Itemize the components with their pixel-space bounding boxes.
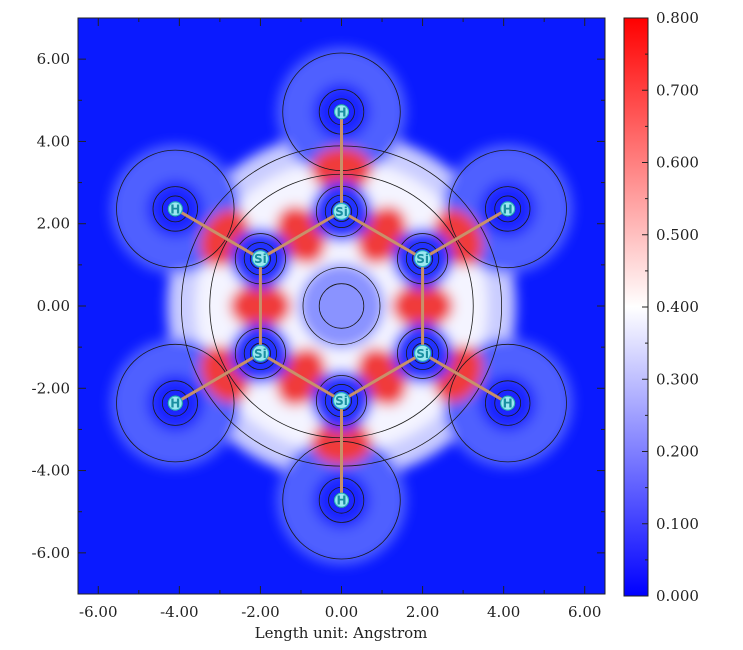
colorbar-tick-label: 0.300: [656, 370, 699, 388]
contour-h: [448, 343, 567, 463]
contour-h: [485, 380, 531, 426]
bond-line: [258, 351, 343, 403]
contour-h: [116, 149, 235, 269]
atom-h: H: [167, 395, 183, 411]
atom-label: H: [336, 105, 346, 119]
contour-h: [152, 186, 198, 232]
bond-line: [421, 351, 510, 405]
atom-si: Si: [332, 202, 351, 220]
contour-h: [161, 195, 189, 223]
y-axis: 6.00 4.00 2.00 0.00 -2.00 -4.00 -6.00: [32, 17, 605, 595]
y-tick-label: 2.00: [37, 215, 70, 233]
colorbar-tick-label: 0.000: [656, 587, 699, 605]
atom-h: H: [167, 201, 183, 217]
field-ring-center: [298, 263, 385, 349]
colorbar-tick-label: 0.100: [656, 515, 699, 533]
atom-marker: [333, 492, 350, 508]
x-tick-label: 6.00: [568, 603, 601, 621]
atom-h: H: [333, 492, 350, 508]
contour-h: [485, 186, 531, 232]
atom-h: H: [333, 104, 350, 120]
plot-area: Si Si Si Si Si Si H H H H H H: [77, 17, 606, 595]
colorbar-tick-label: 0.400: [656, 298, 699, 316]
atoms: Si Si Si Si Si Si H H H H H H: [167, 104, 516, 508]
density-field: [110, 46, 573, 566]
y-tick-label: -6.00: [32, 544, 70, 562]
bond-line: [258, 209, 343, 261]
atom-label: H: [336, 494, 346, 508]
atom-label: Si: [416, 252, 429, 266]
bond-line: [173, 351, 262, 405]
y-tick-label: 0.00: [37, 297, 70, 315]
y-tick-label: -4.00: [32, 462, 70, 480]
atom-si: Si: [251, 344, 270, 362]
colorbar-tick-label: 0.700: [656, 81, 699, 99]
colorbar: 0.800 0.700 0.600 0.500 0.400 0.300 0.200 0.100…: [623, 9, 699, 605]
bond-line: [421, 207, 510, 261]
atom-label: H: [170, 202, 180, 216]
atom-label: Si: [335, 205, 348, 219]
colorbar-tick-label: 0.200: [656, 443, 699, 461]
contour-center: [302, 267, 381, 345]
x-tick-label: -2.00: [241, 603, 279, 621]
atom-marker: [413, 250, 432, 268]
contour-h: [448, 149, 567, 269]
atom-marker: [251, 250, 270, 268]
colorbar-tick-label: 0.500: [656, 226, 699, 244]
atom-label: H: [503, 202, 513, 216]
contour-center: [318, 283, 365, 329]
atom-marker: [413, 344, 432, 362]
atom-label: H: [503, 397, 513, 411]
bond-line: [340, 209, 425, 261]
atom-label: Si: [254, 252, 267, 266]
x-axis-label: Length unit: Angstrom: [255, 624, 428, 642]
bonds: [173, 110, 510, 502]
x-tick-label: 0.00: [325, 603, 358, 621]
atom-marker: [500, 395, 516, 411]
atom-marker: [251, 344, 270, 362]
atom-marker: [332, 392, 351, 410]
atom-marker: [167, 201, 183, 217]
atom-si: Si: [413, 344, 432, 362]
x-axis: -6.00 -4.00 -2.00 0.00 2.00 4.00 6.00: [79, 18, 601, 621]
atom-marker: [500, 201, 516, 217]
colorbar-ticks: 0.800 0.700 0.600 0.500 0.400 0.300 0.200 0.100…: [642, 9, 699, 605]
atom-si: Si: [251, 250, 270, 268]
atom-si: Si: [413, 250, 432, 268]
atom-marker: [333, 104, 350, 120]
x-tick-label: 4.00: [487, 603, 520, 621]
y-tick-label: 4.00: [37, 132, 70, 150]
contour-h: [152, 380, 198, 426]
colorbar-tick-label: 0.600: [656, 154, 699, 172]
atom-label: Si: [254, 347, 267, 361]
contour-h: [161, 389, 189, 417]
y-tick-label: 6.00: [37, 50, 70, 68]
x-tick-label: 2.00: [406, 603, 439, 621]
contour-h: [116, 343, 235, 463]
atom-label: H: [170, 397, 180, 411]
atom-h: H: [500, 201, 516, 217]
contour-h: [494, 195, 522, 223]
atom-marker: [167, 395, 183, 411]
atom-label: Si: [335, 394, 348, 408]
contour-h: [494, 389, 522, 417]
atom-label: Si: [416, 347, 429, 361]
x-tick-label: -6.00: [79, 603, 117, 621]
atom-h: H: [500, 395, 516, 411]
x-tick-label: -4.00: [160, 603, 198, 621]
atom-marker: [332, 202, 351, 220]
bond-line: [340, 351, 425, 403]
bond-line: [173, 207, 262, 261]
y-tick-label: -2.00: [32, 379, 70, 397]
colorbar-tick-label: 0.800: [656, 9, 699, 27]
atom-si: Si: [332, 392, 351, 410]
